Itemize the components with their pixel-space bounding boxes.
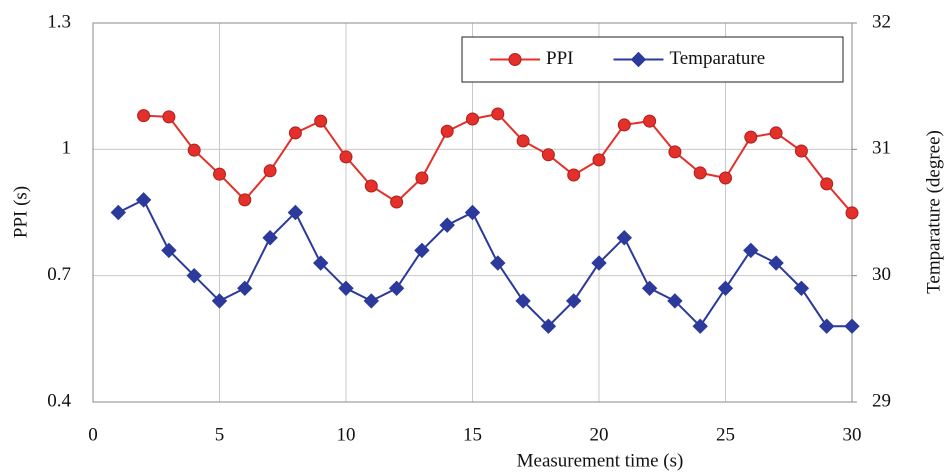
data-point (364, 179, 378, 193)
y2-tick-label: 32 (872, 11, 891, 32)
data-point (213, 167, 226, 181)
legend-marker (630, 51, 647, 68)
data-point (287, 204, 304, 221)
data-point (339, 150, 353, 164)
data-point (516, 134, 530, 148)
data-point (668, 145, 682, 159)
data-point (363, 293, 380, 309)
data-point (338, 280, 354, 297)
data-point (793, 280, 810, 297)
data-point (263, 164, 277, 178)
data-point (312, 255, 329, 271)
data-point (414, 242, 430, 259)
x-tick-label: 15 (463, 424, 482, 445)
data-point (110, 204, 127, 221)
data-point (187, 143, 201, 157)
data-point (592, 153, 606, 167)
data-point (794, 144, 808, 158)
data-point (617, 118, 631, 132)
data-point (186, 267, 202, 284)
data-point (565, 293, 582, 309)
data-point (667, 293, 683, 309)
data-point (541, 148, 555, 162)
series-line (117, 198, 852, 328)
data-point (440, 124, 454, 138)
data-point (693, 166, 707, 180)
y-tick-label: 0.7 (47, 264, 71, 285)
data-point (820, 177, 834, 191)
data-point (415, 171, 429, 185)
data-point (314, 114, 328, 128)
y2-axis-label: Temparature (degree) (923, 130, 944, 294)
x-tick-label: 0 (88, 424, 98, 445)
x-axis-label: Measurement time (s) (517, 450, 684, 471)
x-tick-label: 5 (215, 424, 225, 445)
data-point (439, 217, 455, 233)
data-point (238, 193, 252, 207)
data-point (466, 112, 479, 126)
data-point (388, 280, 405, 297)
data-point (464, 204, 481, 221)
x-tick-label: 30 (843, 424, 862, 445)
data-point (744, 130, 758, 144)
legend-label: PPI (546, 48, 573, 69)
y-tick-label: 1 (62, 138, 72, 159)
legend-marker (508, 53, 522, 66)
data-point (262, 230, 278, 246)
data-point (515, 293, 531, 309)
data-point (237, 280, 253, 297)
data-point (162, 110, 176, 124)
x-tick-label: 10 (337, 424, 356, 445)
data-point (591, 255, 607, 271)
data-point (567, 168, 581, 182)
data-point (692, 318, 708, 334)
data-point (818, 318, 835, 334)
data-point (491, 107, 505, 121)
data-point (211, 293, 228, 309)
data-point (137, 109, 151, 123)
data-point (135, 192, 152, 208)
y2-tick-label: 31 (872, 138, 891, 159)
data-point (743, 242, 759, 259)
x-tick-label: 25 (716, 424, 735, 445)
data-point (490, 255, 506, 271)
data-point (540, 318, 557, 334)
y2-tick-label: 30 (872, 264, 891, 285)
y2-tick-label: 29 (872, 390, 891, 411)
data-point (717, 280, 734, 297)
data-point (844, 318, 860, 334)
data-point (390, 195, 404, 209)
data-point (769, 126, 783, 140)
x-tick-label: 20 (590, 424, 609, 445)
y-tick-label: 1.3 (47, 11, 71, 32)
data-point (161, 242, 177, 259)
data-point (719, 171, 732, 185)
y-tick-label: 0.4 (47, 390, 71, 411)
data-point (641, 280, 658, 297)
data-point (768, 255, 784, 271)
data-point (845, 206, 859, 220)
data-point (288, 126, 302, 140)
data-point (643, 114, 657, 128)
y-axis-label: PPI (s) (10, 186, 31, 238)
legend-label: Temparature (669, 48, 765, 69)
data-point (616, 230, 633, 246)
